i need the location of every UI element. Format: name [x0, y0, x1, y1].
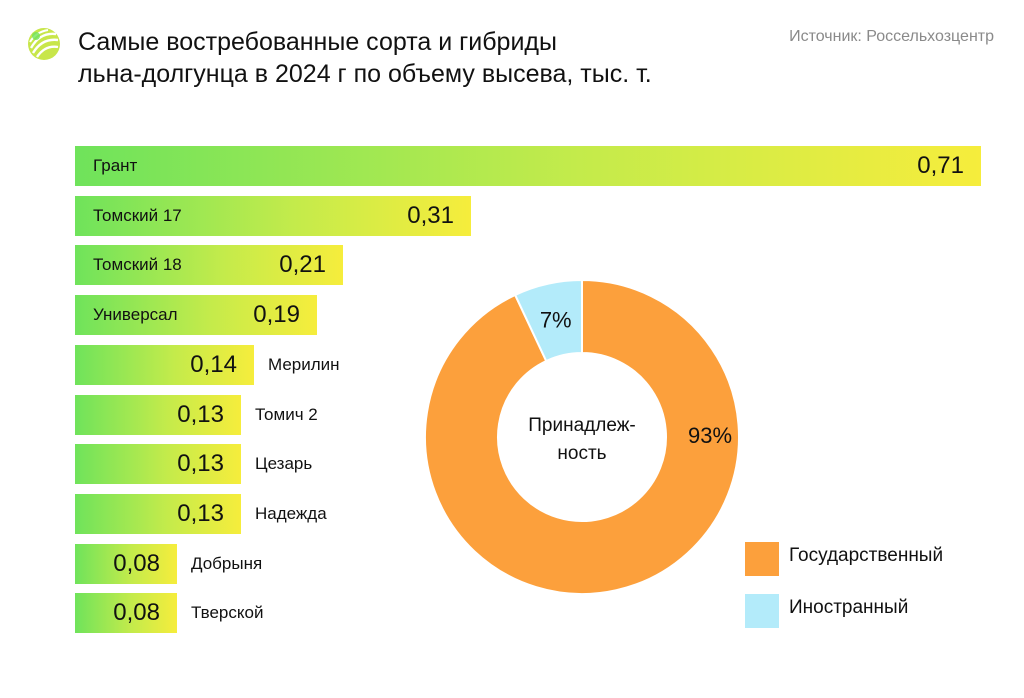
chart-title-line1: Самые востребованные сорта и гибриды [78, 28, 557, 56]
leaf-sprout-icon [28, 28, 60, 60]
legend-label-0: Государственный [789, 545, 944, 566]
bar-4 [75, 345, 254, 385]
bar-3 [75, 295, 317, 335]
bar-value-1: 0,31 [407, 202, 454, 229]
bar-5 [75, 395, 241, 435]
bar-9 [75, 593, 177, 633]
chart-title-line2: льна-долгунца в 2024 г по объему высева,… [78, 60, 652, 88]
bar-label-6: Цезарь [255, 454, 313, 473]
bar-label-3: Универсал [93, 305, 178, 324]
bar-value-6: 0,13 [177, 450, 224, 477]
chart-title: Самые востребованные сорта и гибриды льн… [78, 26, 718, 90]
bar-label-4: Мерилин [268, 355, 340, 374]
bar-value-9: 0,08 [113, 599, 160, 626]
bar-label-7: Надежда [255, 504, 327, 523]
bar-label-0: Грант [93, 156, 138, 175]
donut-center-label-line1: Принадлеж- [528, 415, 635, 436]
bar-7 [75, 494, 241, 534]
bar-1 [75, 196, 471, 236]
bar-label-1: Томский 17 [93, 206, 182, 225]
bar-value-8: 0,08 [113, 550, 160, 577]
source-note: Источник: Россельхозцентр [789, 28, 994, 45]
bar-2 [75, 245, 343, 285]
bar-value-7: 0,13 [177, 500, 224, 527]
bar-label-8: Добрыня [191, 554, 263, 573]
donut-slice-label-1: 7% [540, 307, 572, 332]
donut-slice-1 [513, 278, 583, 363]
donut-slice-0 [424, 278, 740, 595]
donut-center-label-line2: ность [557, 443, 606, 464]
bar-value-4: 0,14 [190, 351, 237, 378]
bar-value-3: 0,19 [253, 301, 300, 328]
legend-swatch-0 [745, 542, 779, 576]
bar-6 [75, 444, 241, 484]
donut-slice-label-0: 93% [688, 423, 732, 448]
legend-swatch-1 [745, 594, 779, 628]
bar-value-0: 0,71 [917, 152, 964, 179]
bar-label-2: Томский 18 [93, 255, 182, 274]
bar-label-5: Томич 2 [255, 405, 318, 424]
bar-label-9: Тверской [191, 603, 264, 622]
bar-value-2: 0,21 [279, 251, 326, 278]
bar-value-5: 0,13 [177, 401, 224, 428]
bar-0 [75, 146, 981, 186]
bar-8 [75, 544, 177, 584]
legend-label-1: Иностранный [789, 597, 909, 618]
